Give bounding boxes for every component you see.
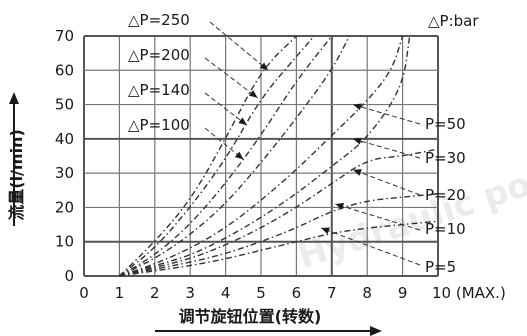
unit-note: △P:bar — [428, 12, 479, 30]
x-tick-label: 10 (MAX.) — [432, 284, 506, 302]
series-line — [119, 148, 439, 277]
series-label: P=30 — [425, 149, 466, 167]
tick-labels: 0 1 2 3 4 5 6 7 8 9 10 (MAX.) 0 10 20 30 40 50 60 70 — [55, 27, 506, 302]
leader-line — [204, 127, 244, 160]
series-label: △P=140 — [128, 81, 190, 99]
series-line — [119, 35, 351, 277]
leader-line — [204, 57, 258, 99]
leader-arrowhead — [321, 227, 330, 235]
y-tick-label: 10 — [55, 233, 74, 251]
x-axis-arrow — [155, 326, 382, 336]
series-line — [119, 35, 404, 277]
series-line — [119, 35, 333, 277]
leader-arrowhead — [234, 151, 244, 160]
leader-arrowhead — [335, 203, 345, 210]
y-tick-label: 70 — [55, 27, 74, 45]
leader-line — [209, 21, 269, 71]
y-tick-label: 0 — [64, 267, 74, 285]
y-tick-label: 50 — [55, 96, 74, 114]
x-tick-label: 4 — [221, 284, 231, 302]
x-tick-label: 9 — [398, 284, 408, 302]
series-label: P=5 — [425, 258, 456, 276]
leader-line — [352, 138, 421, 159]
leader-line — [335, 203, 421, 231]
leader-arrowhead — [259, 62, 269, 71]
watermark-text: Hydraulic power — [293, 142, 527, 277]
leader-arrowhead — [353, 169, 362, 176]
leader-line — [321, 227, 421, 266]
series-label: P=10 — [425, 220, 466, 238]
x-tick-label: 5 — [256, 284, 266, 302]
leader-line — [352, 169, 421, 196]
leader-arrowhead — [353, 103, 362, 111]
leader-arrowhead — [238, 117, 247, 126]
x-axis-title: 调节旋钮位置(转数) — [179, 307, 322, 326]
x-tick-label: 1 — [115, 284, 125, 302]
x-tick-label: 7 — [327, 284, 337, 302]
series-line — [119, 220, 439, 277]
y-tick-label: 30 — [55, 164, 74, 182]
y-axis-title: 流量(l/min) — [7, 129, 26, 221]
y-tick-label: 60 — [55, 61, 74, 79]
leader-arrowhead — [353, 137, 362, 145]
x-tick-label: 6 — [292, 284, 302, 302]
y-tick-label: 20 — [55, 198, 74, 216]
y-tick-label: 40 — [55, 130, 74, 148]
x-tick-label: 2 — [150, 284, 160, 302]
x-tick-label: 3 — [185, 284, 195, 302]
series-label: △P=100 — [128, 116, 190, 134]
series-line — [118, 35, 315, 277]
y-axis-arrow — [9, 92, 19, 226]
leader-line — [352, 104, 421, 125]
series-label: △P=250 — [128, 11, 190, 29]
x-tick-label: 8 — [362, 284, 372, 302]
series-label: P=50 — [425, 115, 466, 133]
leader-line — [204, 92, 248, 126]
leader-arrowhead — [248, 90, 258, 98]
curves — [118, 35, 439, 277]
x-tick-label: 0 — [79, 284, 89, 302]
series-line — [118, 35, 297, 277]
series-line — [119, 35, 411, 277]
series-label: △P=200 — [128, 46, 190, 64]
y-axis-title-group: 流量(l/min) — [7, 129, 26, 221]
series-label: P=20 — [425, 186, 466, 204]
watermark: Hydraulic power — [293, 142, 527, 277]
series-line — [119, 193, 439, 277]
grid — [83, 35, 439, 277]
curve-labels: △P=250 △P=200 △P=140 △P=100 P=50 P=30 P=20 P=10… — [128, 11, 466, 276]
